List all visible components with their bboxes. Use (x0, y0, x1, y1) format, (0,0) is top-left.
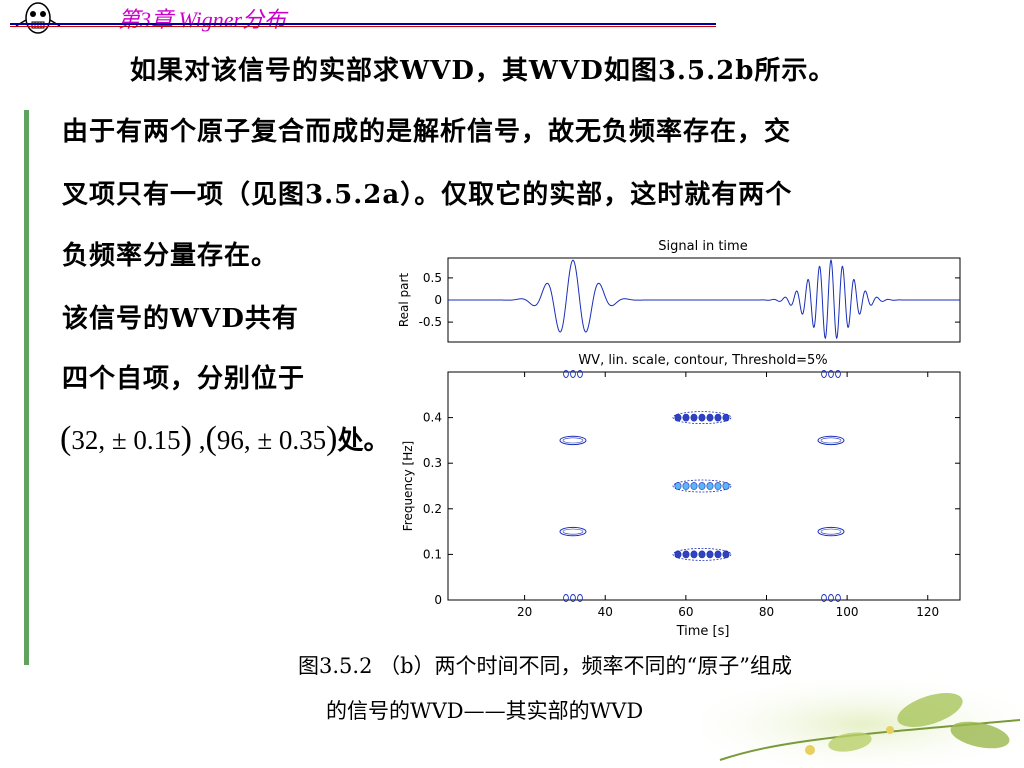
signal-y-tick-label: 0.5 (423, 271, 442, 285)
chapter-title: 第3章 Wigner分布 (118, 7, 287, 32)
wvd-x-tick-label: 120 (916, 605, 939, 619)
wvd-x-tick-label: 80 (759, 605, 774, 619)
leaf-decoration-icon (700, 680, 1024, 768)
wvd-cross-term-contour (821, 594, 841, 602)
wvd-x-tick-label: 60 (678, 605, 693, 619)
wvd-y-tick-label: 0.1 (423, 547, 442, 561)
formula-term-2: 96, ± 0.35 (216, 425, 327, 455)
figure-caption-line-2: 的信号的WVD——其实部的WVD (326, 699, 644, 723)
signal-chart-ylabel: Real part (397, 273, 411, 328)
wvd-chart-title: WV, lin. scale, contour, Threshold=5% (578, 353, 827, 368)
wvd-cross-term-contour (672, 479, 732, 493)
formula-separator: , (198, 425, 206, 455)
wvd-y-tick-label: 0.4 (423, 411, 442, 425)
figure-caption-line-1: 图3.5.2 （b）两个时间不同，频率不同的“原子”组成 (298, 654, 793, 678)
wvd-auto-term-contour (817, 435, 845, 446)
wvd-y-tick-label: 0 (434, 593, 442, 607)
signal-y-tick-label: -0.5 (419, 315, 442, 329)
header-divider (10, 23, 716, 25)
paragraph-line-6: 四个自项，分别位于 (62, 364, 306, 394)
mascot-logo-icon (15, 2, 61, 34)
wvd-figure: Signal in time 0.5 0 -0.5 Real part WV, li… (397, 239, 961, 639)
wvd-y-tick-label: 0.2 (423, 502, 442, 516)
wvd-chart-xlabel: Time [s] (676, 624, 730, 639)
wvd-x-tick-label: 100 (836, 605, 859, 619)
auto-term-locations-formula: (32, ± 0.15) ,(96, ± 0.35)处。 (60, 420, 390, 457)
signal-chart: Signal in time 0.5 0 -0.5 Real part (397, 239, 961, 343)
wvd-y-tick-label: 0.3 (423, 456, 442, 470)
wvd-x-tick-label: 40 (598, 605, 613, 619)
signal-chart-title: Signal in time (658, 239, 747, 254)
wvd-chart-frame (447, 371, 961, 601)
wvd-chart-ylabel: Frequency [Hz] (401, 441, 415, 532)
paragraph-line-3: 叉项只有一项（见图3.5.2a）。仅取它的实部，这时就有两个 (62, 180, 793, 210)
wvd-x-tick-label: 20 (517, 605, 532, 619)
wvd-cross-term-contour (563, 370, 583, 378)
wvd-cross-term-contour (821, 370, 841, 378)
wvd-contour-chart: WV, lin. scale, contour, Threshold=5% 20… (401, 353, 961, 639)
wvd-auto-term-contour (559, 435, 587, 446)
formula-suffix: 处。 (337, 426, 390, 456)
header-divider-accent (10, 26, 716, 27)
left-accent-bar (24, 110, 29, 665)
signal-y-tick-label: 0 (434, 293, 442, 307)
wvd-cross-term-contour (563, 594, 583, 602)
wvd-auto-term-contour (817, 526, 845, 537)
paragraph-line-1: 如果对该信号的实部求WVD，其WVD如图3.5.2b所示。 (130, 56, 836, 86)
paragraph-line-5: 该信号的WVD共有 (62, 304, 299, 334)
signal-chart-series-line (448, 258, 960, 340)
wvd-cross-term-contour (672, 411, 732, 425)
paragraph-line-2: 由于有两个原子复合而成的是解析信号，故无负频率存在，交 (62, 117, 792, 147)
paragraph-line-4: 负频率分量存在。 (62, 241, 279, 271)
wvd-auto-term-contour (559, 526, 587, 537)
formula-term-1: 32, ± 0.15 (71, 425, 181, 455)
wvd-cross-term-contour (672, 547, 732, 561)
